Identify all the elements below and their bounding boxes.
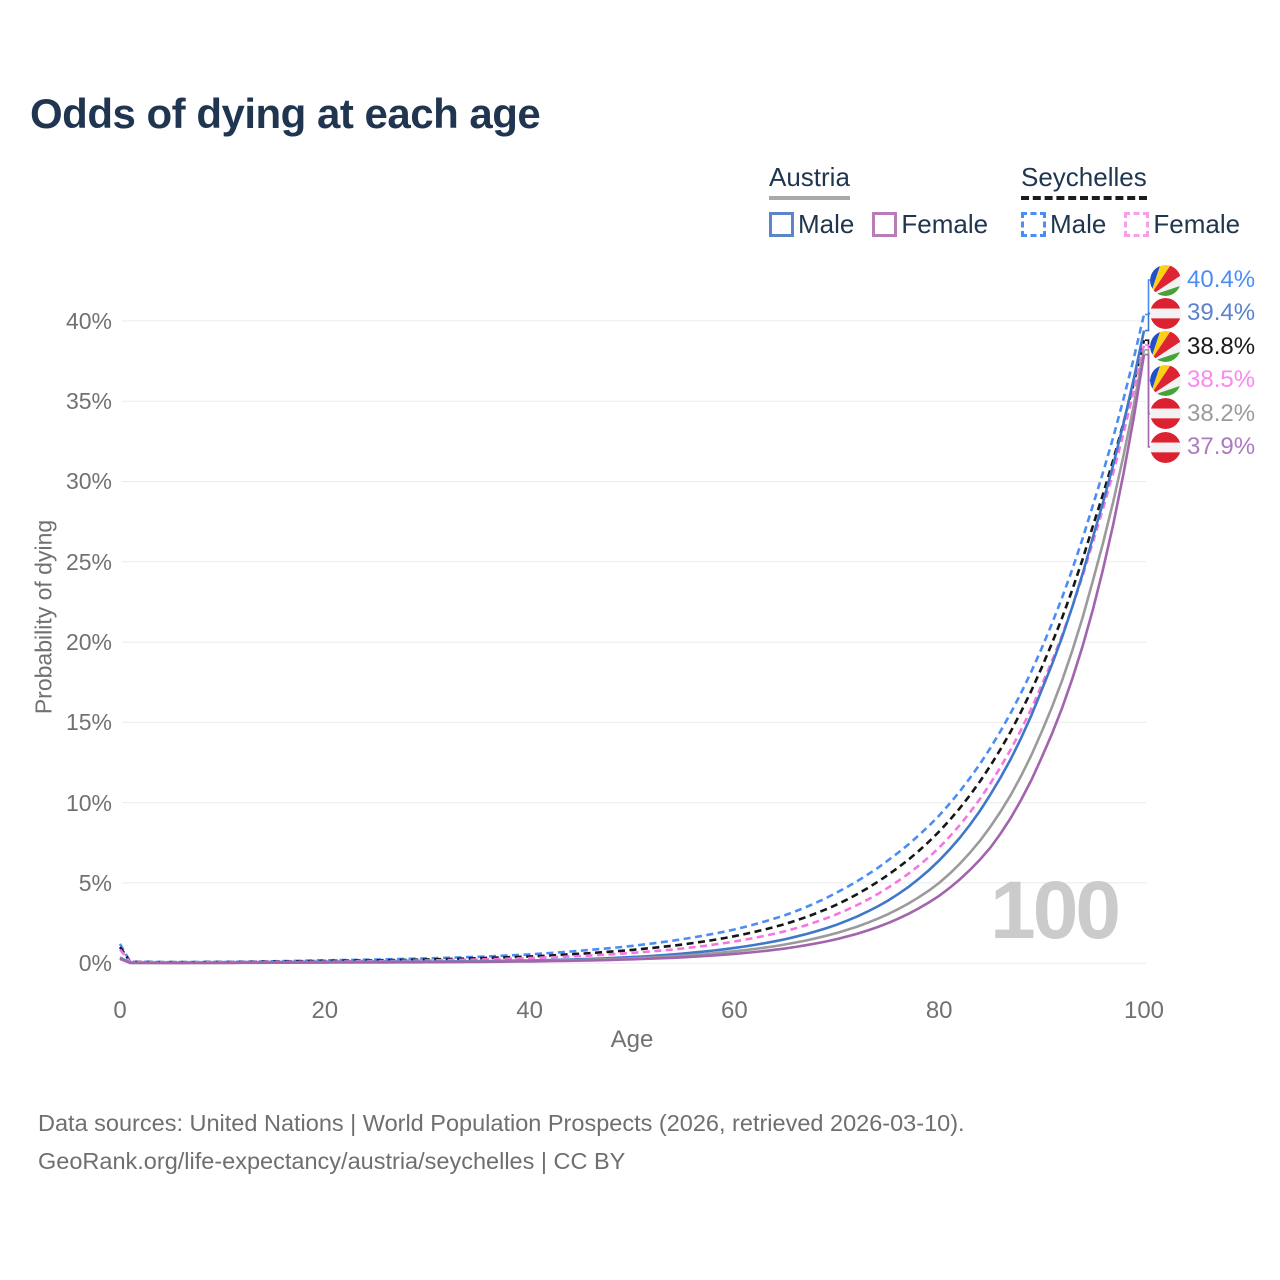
legend-label: Male — [1050, 209, 1107, 239]
x-tick-label: 100 — [1123, 997, 1165, 1024]
y-tick-label: 35% — [65, 388, 112, 415]
legend-group-austria: Austria Male Female — [769, 162, 988, 240]
legend-item-seychelles-male[interactable]: Male — [1021, 209, 1106, 240]
seychelles-flag — [1150, 364, 1181, 396]
seychelles-flag — [1150, 364, 1181, 396]
y-tick-label: 10% — [65, 789, 112, 816]
attribution-line: GeoRank.org/life-expectancy/austria/seyc… — [38, 1148, 626, 1174]
austria-flag — [1150, 398, 1181, 430]
end-value-label: 38.2% — [1187, 399, 1256, 427]
x-tick-label: 60 — [721, 997, 748, 1024]
x-tick-label: 40 — [516, 997, 543, 1024]
y-tick-label: 5% — [78, 869, 112, 896]
legend-label: Female — [901, 209, 989, 239]
legend-label: Male — [798, 209, 855, 239]
legend-country-seychelles[interactable]: Seychelles — [1021, 162, 1147, 200]
series-end-label-seychelles-female: 38.5% — [1150, 364, 1256, 396]
data-sources-line: Data sources: United Nations | World Pop… — [38, 1110, 965, 1136]
legend-swatch-austria-male[interactable] — [769, 212, 794, 237]
legend-item-austria-female[interactable]: Female — [872, 209, 988, 240]
legend-country-austria[interactable]: Austria — [769, 162, 850, 200]
legend-swatch-austria-female[interactable] — [872, 212, 898, 237]
series-end-label-seychelles-both: 38.8% — [1150, 331, 1256, 363]
seychelles-flag — [1150, 331, 1181, 363]
y-tick-label: 15% — [65, 709, 112, 736]
austria-flag — [1150, 398, 1181, 430]
legend-swatch-seychelles-male[interactable] — [1021, 212, 1046, 237]
series-line-seychelles-male — [118, 314, 1146, 964]
y-tick-label: 25% — [65, 548, 112, 575]
series-end-label-seychelles-male: 40.4% — [1150, 264, 1256, 296]
austria-flag — [1150, 297, 1181, 329]
y-tick-label: 0% — [78, 950, 112, 977]
end-value-label: 39.4% — [1187, 299, 1256, 327]
legend-group-seychelles: Seychelles Male Female — [1021, 162, 1240, 240]
end-value-label: 40.4% — [1187, 266, 1256, 293]
y-tick-label: 40% — [65, 307, 112, 334]
series-end-label-austria-both: 38.2% — [1150, 398, 1256, 430]
series-end-label-austria-female: 37.9% — [1150, 431, 1256, 463]
series-line-austria-female — [119, 354, 1146, 965]
age-watermark: 100 — [990, 865, 1121, 956]
austria-flag — [1150, 297, 1181, 329]
x-tick-label: 80 — [925, 997, 953, 1024]
legend-item-austria-male[interactable]: Male — [769, 209, 854, 240]
seychelles-flag — [1150, 264, 1181, 296]
seychelles-flag — [1150, 331, 1181, 363]
series-end-label-austria-male: 39.4% — [1150, 297, 1256, 329]
austria-flag — [1150, 431, 1181, 463]
legend-label: Female — [1153, 209, 1241, 239]
footer: Data sources: United Nations | World Pop… — [38, 1104, 965, 1180]
end-value-label: 37.9% — [1187, 433, 1256, 460]
end-value-label: 38.5% — [1187, 366, 1256, 394]
legend-row: Male Female — [769, 209, 988, 240]
y-tick-label: 20% — [65, 629, 112, 656]
legend-swatch-seychelles-female[interactable] — [1124, 212, 1150, 237]
x-tick-label: 0 — [113, 997, 127, 1024]
x-tick-label: 20 — [311, 997, 339, 1024]
legend-row: Male Female — [1021, 209, 1240, 240]
austria-flag — [1150, 431, 1181, 463]
y-tick-label: 30% — [65, 468, 112, 495]
page-title: Odds of dying at each age — [30, 90, 541, 137]
x-axis-title: Age — [610, 1026, 654, 1053]
end-value-label: 38.8% — [1187, 332, 1256, 360]
legend-item-seychelles-female[interactable]: Female — [1124, 209, 1240, 240]
seychelles-flag — [1150, 264, 1181, 296]
